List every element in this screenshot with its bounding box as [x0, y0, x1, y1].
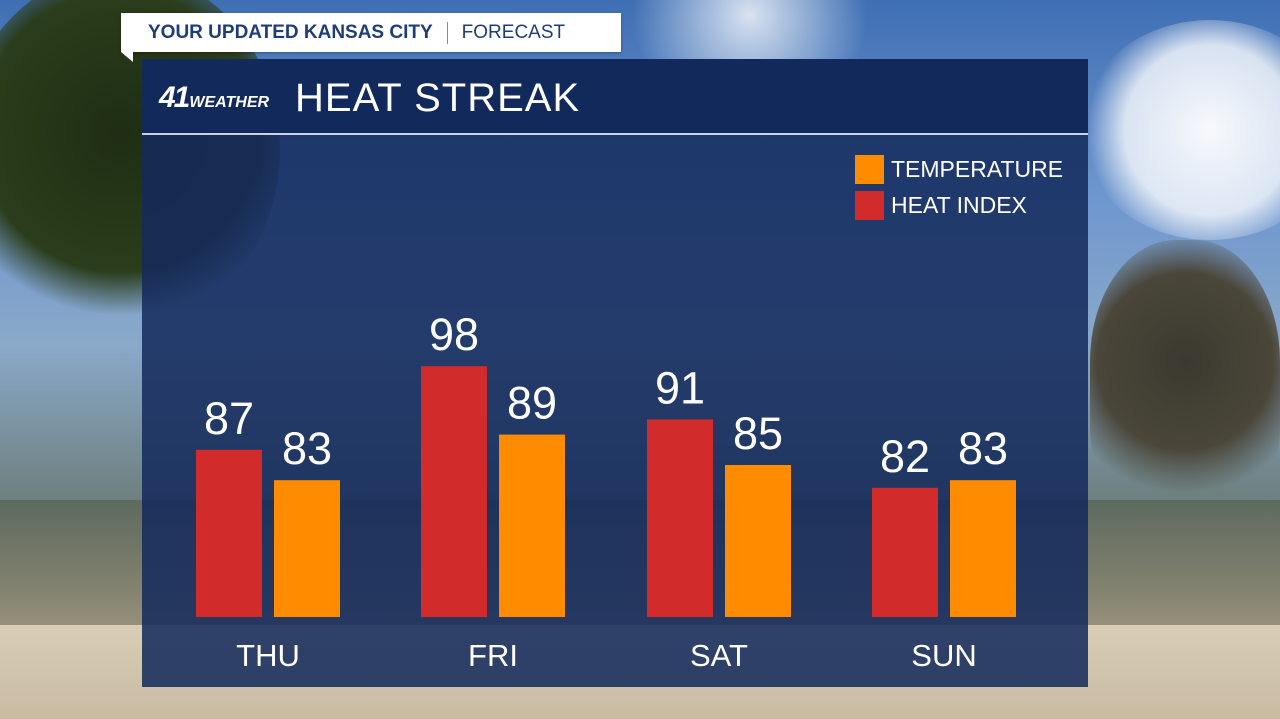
- category-label-thu: THU: [236, 638, 300, 673]
- logo-number: 41: [159, 81, 190, 114]
- legend-swatch-heat-index: [855, 190, 884, 220]
- bar-heat-index-sat: [647, 419, 713, 617]
- category-label-fri: FRI: [468, 638, 518, 673]
- logo-word: WEATHER: [189, 94, 270, 111]
- legend-item-heat-index: HEAT INDEX: [855, 187, 1063, 223]
- bar-heat-index-sun: [872, 487, 938, 617]
- bar-heat-index-thu: [196, 449, 262, 617]
- forecast-banner: YOUR UPDATED KANSAS CITY FORECAST: [121, 13, 621, 52]
- bar-temperature-fri: [499, 434, 565, 617]
- banner-subtitle: FORECAST: [461, 21, 566, 43]
- banner-title: YOUR UPDATED KANSAS CITY: [148, 21, 433, 43]
- category-label-sat: SAT: [690, 638, 748, 673]
- panel-header: 41 WEATHER HEAT STREAK: [142, 59, 1088, 135]
- legend-swatch-temperature: [855, 154, 884, 184]
- value-label-heat-index-thu: 87: [204, 393, 254, 444]
- station-logo: 41 WEATHER: [159, 83, 269, 113]
- banner-tail: [121, 52, 133, 62]
- value-label-heat-index-sat: 91: [655, 362, 705, 413]
- legend-label-heat-index: HEAT INDEX: [891, 191, 1027, 218]
- chart-title: HEAT STREAK: [295, 76, 581, 120]
- bar-temperature-sun: [950, 480, 1016, 617]
- legend-label-temperature: TEMPERATURE: [891, 155, 1064, 182]
- legend-item-temperature: TEMPERATURE: [855, 151, 1063, 187]
- value-label-temperature-thu: 83: [282, 423, 332, 474]
- fountain-statue: [1090, 240, 1280, 510]
- category-label-sun: SUN: [911, 638, 976, 673]
- bar-temperature-sat: [725, 465, 791, 617]
- cloud: [1080, 20, 1280, 240]
- value-label-heat-index-sun: 82: [880, 431, 930, 482]
- bar-temperature-thu: [274, 480, 340, 617]
- value-label-heat-index-fri: 98: [429, 309, 479, 360]
- banner-divider: [446, 21, 448, 44]
- value-label-temperature-sun: 83: [958, 423, 1008, 474]
- chart-legend: TEMPERATURE HEAT INDEX: [855, 151, 1063, 223]
- bar-chart: 87 83 THU 98 89 FRI 91 85 SAT 82 83 SUN: [196, 309, 1016, 673]
- chart-panel: 41 WEATHER HEAT STREAK TEMPERATURE HEAT …: [142, 59, 1088, 687]
- bar-heat-index-fri: [421, 366, 487, 617]
- value-label-temperature-sat: 85: [733, 408, 783, 459]
- value-label-temperature-fri: 89: [507, 378, 557, 429]
